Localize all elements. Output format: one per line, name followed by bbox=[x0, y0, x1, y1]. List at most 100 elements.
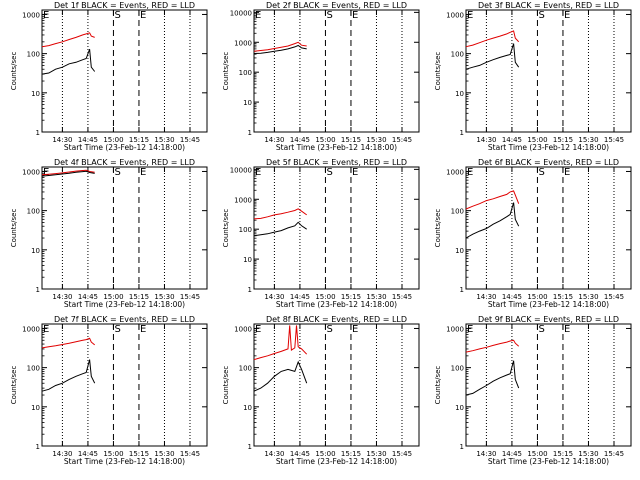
y-tick-label: 100 bbox=[239, 226, 252, 234]
y-tick-label: 1 bbox=[460, 129, 464, 137]
plot-frame bbox=[41, 9, 208, 133]
x-tick-label: 15:30 bbox=[366, 450, 386, 458]
y-tick-label: 10 bbox=[455, 404, 464, 412]
y-tick-label: 1000 bbox=[22, 325, 40, 333]
x-tick-label: 15:45 bbox=[604, 293, 624, 301]
interval-marker-label: E bbox=[467, 167, 473, 178]
x-tick-label: 15:30 bbox=[578, 136, 598, 144]
x-tick-label: 14:30 bbox=[52, 293, 72, 301]
y-tick-label: 1000 bbox=[22, 168, 40, 176]
x-tick-label: 15:15 bbox=[553, 136, 573, 144]
interval-marker-label: E bbox=[43, 324, 49, 335]
interval-marker-label: S bbox=[538, 10, 544, 21]
interval-marker-label: E bbox=[255, 167, 261, 178]
x-tick-label: 15:45 bbox=[180, 293, 200, 301]
interval-marker-label: S bbox=[538, 167, 544, 178]
x-tick-label: 15:15 bbox=[341, 450, 361, 458]
x-axis-label: Start Time (23-Feb-12 14:18:00) bbox=[488, 143, 609, 152]
x-tick-label: 15:15 bbox=[129, 293, 149, 301]
y-tick-label: 10 bbox=[455, 90, 464, 98]
x-tick-label: 15:30 bbox=[578, 293, 598, 301]
y-axis-label: Counts/sec bbox=[10, 366, 18, 405]
y-tick-label: 1000 bbox=[446, 325, 464, 333]
x-axis-label: Start Time (23-Feb-12 14:18:00) bbox=[64, 457, 185, 466]
y-tick-label: 100 bbox=[239, 69, 252, 77]
x-tick-label: 15:15 bbox=[553, 293, 573, 301]
plot-frame bbox=[253, 9, 420, 133]
x-tick-label: 15:15 bbox=[129, 450, 149, 458]
lld-series-line bbox=[41, 337, 96, 349]
x-tick-label: 15:30 bbox=[366, 293, 386, 301]
interval-marker-label: E bbox=[140, 324, 146, 335]
x-tick-label: 14:45 bbox=[290, 293, 310, 301]
interval-marker-label: E bbox=[467, 324, 473, 335]
x-axis-label: Start Time (23-Feb-12 14:18:00) bbox=[64, 300, 185, 309]
plot-frame bbox=[41, 323, 208, 447]
events-series-line bbox=[253, 221, 307, 237]
interval-marker-label: S bbox=[114, 324, 120, 335]
x-tick-label: 15:00 bbox=[527, 293, 547, 301]
y-tick-label: 10 bbox=[243, 99, 252, 107]
events-series-line bbox=[41, 170, 95, 177]
y-axis-label: Counts/sec bbox=[434, 209, 442, 248]
y-tick-label: 10 bbox=[31, 247, 40, 255]
interval-marker-label: E bbox=[564, 167, 570, 178]
y-axis-label: Counts/sec bbox=[222, 366, 230, 405]
y-tick-label: 1 bbox=[36, 443, 40, 451]
x-tick-label: 14:30 bbox=[264, 293, 284, 301]
interval-marker-label: E bbox=[255, 324, 261, 335]
y-tick-label: 100 bbox=[27, 51, 40, 59]
lld-series-line bbox=[41, 169, 95, 176]
interval-marker-label: E bbox=[564, 324, 570, 335]
y-tick-label: 100 bbox=[27, 208, 40, 216]
x-tick-label: 14:45 bbox=[502, 450, 522, 458]
events-series-line bbox=[465, 202, 520, 239]
y-axis-label: Counts/sec bbox=[222, 52, 230, 91]
x-axis-label: Start Time (23-Feb-12 14:18:00) bbox=[276, 143, 397, 152]
y-tick-label: 1 bbox=[248, 129, 252, 137]
y-tick-label: 1000 bbox=[446, 168, 464, 176]
x-tick-label: 14:45 bbox=[78, 450, 98, 458]
x-tick-label: 15:00 bbox=[315, 136, 335, 144]
x-tick-label: 14:30 bbox=[476, 136, 496, 144]
chart-title: Det 8f BLACK = Events, RED = LLD bbox=[266, 315, 407, 324]
interval-marker-label: S bbox=[114, 167, 120, 178]
y-tick-label: 1000 bbox=[22, 11, 40, 19]
x-tick-label: 14:45 bbox=[290, 450, 310, 458]
lld-series-line bbox=[465, 190, 520, 210]
y-tick-label: 100 bbox=[451, 51, 464, 59]
x-tick-label: 15:00 bbox=[103, 293, 123, 301]
plot-frame bbox=[253, 166, 420, 290]
y-axis-label: Counts/sec bbox=[10, 52, 18, 91]
x-tick-label: 15:15 bbox=[553, 450, 573, 458]
x-tick-label: 14:45 bbox=[78, 293, 98, 301]
x-axis-label: Start Time (23-Feb-12 14:18:00) bbox=[488, 457, 609, 466]
y-tick-label: 1000 bbox=[234, 196, 252, 204]
interval-marker-label: E bbox=[352, 167, 358, 178]
x-axis-label: Start Time (23-Feb-12 14:18:00) bbox=[276, 300, 397, 309]
y-tick-label: 10 bbox=[455, 247, 464, 255]
x-tick-label: 15:45 bbox=[604, 136, 624, 144]
x-tick-label: 15:45 bbox=[392, 136, 412, 144]
plot-frame bbox=[465, 166, 632, 290]
y-tick-label: 10000 bbox=[230, 166, 252, 174]
x-tick-label: 15:30 bbox=[154, 450, 174, 458]
x-tick-label: 15:15 bbox=[341, 293, 361, 301]
x-tick-label: 15:45 bbox=[180, 450, 200, 458]
x-tick-label: 15:00 bbox=[527, 136, 547, 144]
x-tick-label: 14:45 bbox=[502, 136, 522, 144]
x-tick-label: 14:30 bbox=[476, 293, 496, 301]
lld-series-line bbox=[253, 41, 307, 52]
x-tick-label: 15:30 bbox=[154, 293, 174, 301]
y-tick-label: 100 bbox=[451, 208, 464, 216]
interval-marker-label: S bbox=[114, 10, 120, 21]
y-tick-label: 1 bbox=[248, 443, 252, 451]
x-tick-label: 15:45 bbox=[392, 450, 412, 458]
